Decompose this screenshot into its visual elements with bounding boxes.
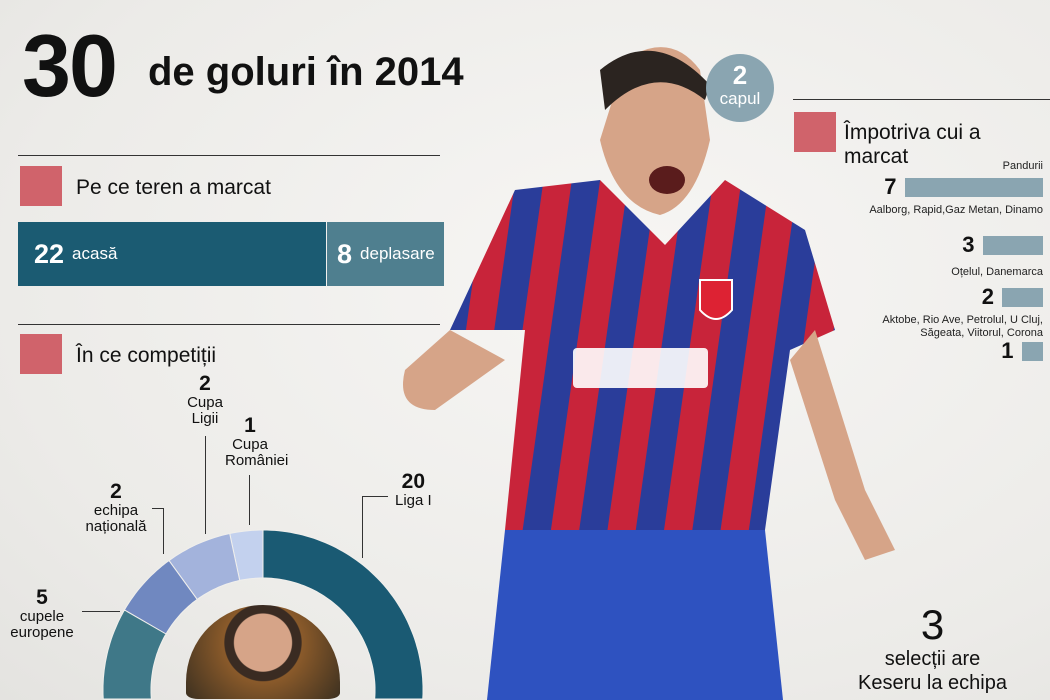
away-bar: 8 deplasare (327, 222, 444, 286)
away-value: 8 (337, 238, 353, 269)
leader-line (152, 508, 164, 554)
competitions-donut (102, 529, 424, 700)
selections-value: 3 (920, 601, 945, 648)
home-label: acasă (72, 244, 118, 263)
opponent-label: Aalborg, Rapid,Gaz Metan, Dinamo (869, 204, 1043, 216)
opponent-value: 7 (884, 174, 897, 199)
value: 5 (36, 586, 48, 609)
value: 2 (199, 372, 211, 395)
divider (793, 99, 1050, 100)
selections-line1: selecții are (884, 648, 981, 670)
donut-segment-cupa-ligii (168, 532, 241, 601)
opponent-label: Oțelul, Danemarca (951, 266, 1043, 278)
leader-line (362, 496, 388, 558)
opponent-bar (1002, 288, 1043, 307)
donut-segment-cupa-româniei (229, 529, 264, 581)
category: Cupa Ligii (187, 394, 223, 427)
opponent-bar (982, 236, 1043, 255)
value: 20 (401, 470, 426, 493)
label-cupa-ligii: 2 Cupa Ligii (180, 372, 230, 427)
category: cupele europene (10, 608, 74, 641)
category: echipa națională (85, 502, 147, 535)
opponent-value: 1 (1001, 338, 1014, 363)
opponent-value: 3 (962, 232, 975, 257)
section-marker (20, 334, 62, 374)
selections-line2: Keseru la echipa (858, 672, 1007, 694)
home-value: 22 (34, 238, 65, 269)
opponent-label: Pandurii (1002, 160, 1043, 172)
label-liga-i: 20 Liga I (395, 470, 432, 509)
donut-segment-echipa-națională (123, 559, 198, 635)
selections-block: 3 selecții are Keseru la echipa (850, 603, 1015, 695)
title-text: de goluri în 2014 (148, 50, 464, 94)
opponent-value: 2 (981, 284, 994, 309)
divider (18, 324, 440, 325)
player-photo (403, 47, 895, 700)
category: Liga I (395, 492, 432, 509)
leader-line (82, 611, 120, 612)
title-number: 30 (22, 16, 118, 115)
venue-title: Pe ce teren a marcat (76, 176, 271, 199)
opponent-label: Aktobe, Rio Ave, Petrolul, U Cluj, Săgea… (882, 314, 1043, 339)
label-cupele-europene: 5 cupele europene (4, 586, 80, 641)
opponent-bar (904, 178, 1043, 197)
competitions-title: În ce competiții (76, 344, 217, 367)
home-bar: 22 acasă (18, 222, 326, 286)
divider (18, 155, 440, 156)
head-goals-value: 2 (732, 60, 748, 90)
opponents-title: Împotriva cui a marcat (844, 121, 981, 168)
section-marker (794, 112, 836, 152)
head-goals-label: capul (719, 89, 761, 108)
section-marker (20, 166, 62, 206)
label-cupa-romaniei: 1 Cupa României (225, 414, 288, 469)
donut-segment-cupele-europene (102, 609, 167, 700)
opponent-bar (1021, 342, 1043, 361)
value: 2 (110, 480, 122, 503)
donut-segment-liga-i (262, 529, 424, 700)
label-echipa-nationala: 2 echipa națională (76, 480, 156, 535)
category: Cupa României (225, 436, 289, 469)
leader-line (249, 475, 250, 525)
leader-line (205, 436, 206, 534)
value: 1 (244, 414, 256, 437)
head-goals-bubble: 2 capul (706, 54, 774, 122)
away-label: deplasare (360, 244, 435, 263)
